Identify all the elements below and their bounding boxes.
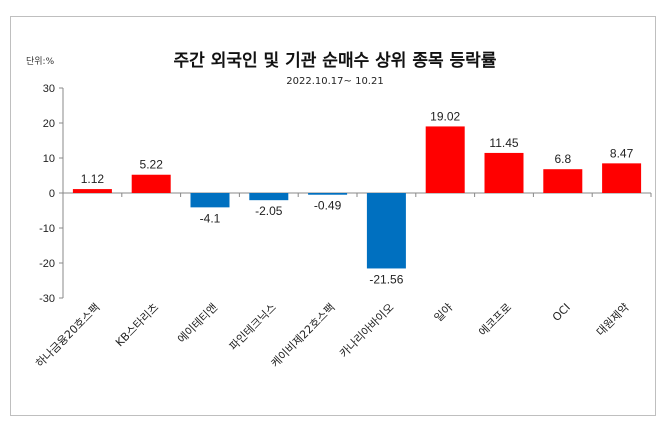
y-tick-label: 10 xyxy=(43,153,55,165)
bar xyxy=(366,193,406,269)
chart-title: 주간 외국인 및 기관 순매수 상위 종목 등락률 xyxy=(173,51,497,71)
bar xyxy=(308,193,348,195)
y-tick-label: 20 xyxy=(43,118,55,130)
data-label: -4.1 xyxy=(200,211,221,225)
bar xyxy=(543,169,583,193)
bar xyxy=(131,174,171,193)
y-tick-label: -10 xyxy=(39,223,55,235)
unit-label: 단위:% xyxy=(26,57,55,67)
y-tick-label: 0 xyxy=(49,188,55,200)
bar xyxy=(484,152,524,193)
x-tick-label: OCI xyxy=(550,301,573,324)
x-tick-label: 에코프로 xyxy=(476,301,514,339)
y-tick-label: 30 xyxy=(43,83,55,95)
bar xyxy=(602,163,642,193)
x-tick-label: 에이테티앤 xyxy=(175,301,220,346)
data-label: 1.12 xyxy=(81,172,105,186)
data-label: 11.45 xyxy=(489,136,518,150)
data-label: 5.22 xyxy=(140,158,164,172)
data-label: 19.02 xyxy=(430,109,460,123)
x-tick-label: 대원제약 xyxy=(593,300,632,339)
data-label: -2.05 xyxy=(255,204,283,218)
x-tick-label: 케이비제22호스팩 xyxy=(269,301,338,370)
data-label: 6.8 xyxy=(554,152,571,166)
x-tick-label: 일야 xyxy=(431,300,455,324)
bar xyxy=(425,126,465,193)
x-tick-label: 하나금융20호스팩 xyxy=(33,300,103,370)
chart-subtitle: 2022.10.17~ 10.21 xyxy=(286,76,384,87)
x-tick-label: KB스타리츠 xyxy=(113,301,161,349)
data-label: -21.56 xyxy=(369,272,403,286)
chart-frame xyxy=(10,16,656,416)
bar xyxy=(72,189,112,193)
x-tick-label: 카나리아바이오 xyxy=(337,301,396,360)
data-label: 8.47 xyxy=(610,146,634,160)
data-label: -0.49 xyxy=(314,199,342,213)
bar xyxy=(190,193,230,208)
bar xyxy=(249,193,289,201)
y-tick-label: -30 xyxy=(39,293,55,305)
y-tick-label: -20 xyxy=(39,258,55,270)
x-tick-label: 파인테크닉스 xyxy=(227,301,279,353)
